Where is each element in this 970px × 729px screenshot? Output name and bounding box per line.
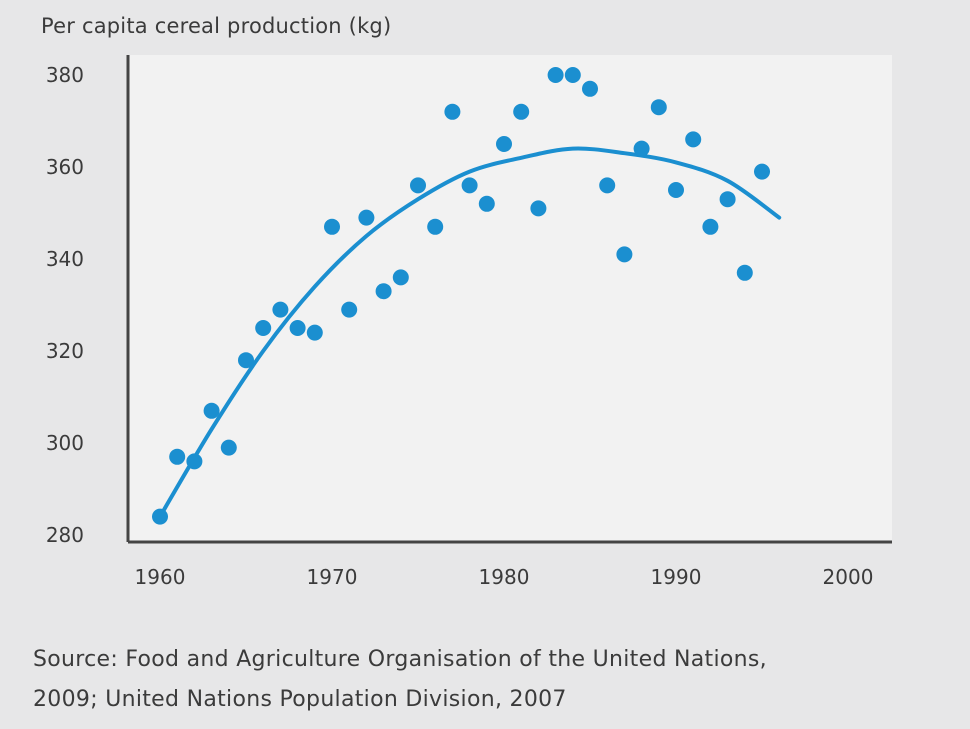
data-point: [616, 246, 633, 263]
y-tick-label: 340: [46, 247, 84, 271]
y-axis-title: Per capita cereal production (kg): [41, 14, 392, 38]
data-point: [685, 131, 702, 148]
data-point: [736, 264, 753, 281]
data-point: [754, 163, 770, 180]
y-tick-label: 360: [46, 155, 84, 179]
x-tick-label: 1970: [307, 565, 358, 589]
data-point: [289, 320, 306, 336]
data-point: [650, 99, 667, 116]
data-point: [530, 200, 547, 217]
data-point: [152, 508, 168, 525]
data-point: [513, 103, 530, 120]
data-point: [496, 136, 512, 152]
data-point: [358, 209, 375, 226]
data-point: [255, 320, 272, 336]
data-point: [702, 218, 719, 235]
data-point: [341, 301, 358, 318]
data-point: [599, 177, 616, 194]
x-tick-label: 1990: [651, 565, 702, 589]
source-line-1: Source: Food and Agriculture Organisatio…: [33, 647, 767, 672]
data-point: [478, 195, 495, 212]
data-point: [719, 191, 736, 208]
x-tick-label: 1980: [479, 565, 530, 589]
source-line-2: 2009; United Nations Population Division…: [33, 687, 567, 712]
trend-line: [158, 146, 782, 519]
source-note: Source: Food and Agriculture Organisatio…: [33, 640, 933, 720]
data-point: [547, 67, 564, 83]
data-point: [169, 448, 186, 465]
data-point: [410, 177, 426, 194]
data-point: [444, 103, 461, 120]
data-point: [633, 140, 650, 157]
y-tick-label: 300: [46, 431, 84, 455]
data-point: [392, 269, 409, 286]
plot-area: [128, 55, 892, 542]
data-point: [582, 80, 598, 97]
x-tick-label: 2000: [823, 565, 874, 589]
data-point: [306, 324, 323, 341]
data-point: [272, 301, 289, 318]
y-tick-label: 380: [46, 63, 84, 87]
data-point: [220, 439, 237, 456]
data-point: [203, 402, 220, 419]
y-tick-label: 280: [46, 523, 84, 547]
data-point: [564, 67, 581, 83]
data-point: [427, 218, 444, 235]
y-tick-label: 320: [46, 339, 84, 363]
data-point: [186, 453, 203, 470]
data-point: [668, 182, 684, 198]
data-point: [238, 352, 254, 369]
data-point: [375, 283, 392, 300]
x-tick-label: 1960: [135, 565, 186, 589]
data-point: [324, 218, 340, 235]
data-point: [461, 177, 478, 194]
